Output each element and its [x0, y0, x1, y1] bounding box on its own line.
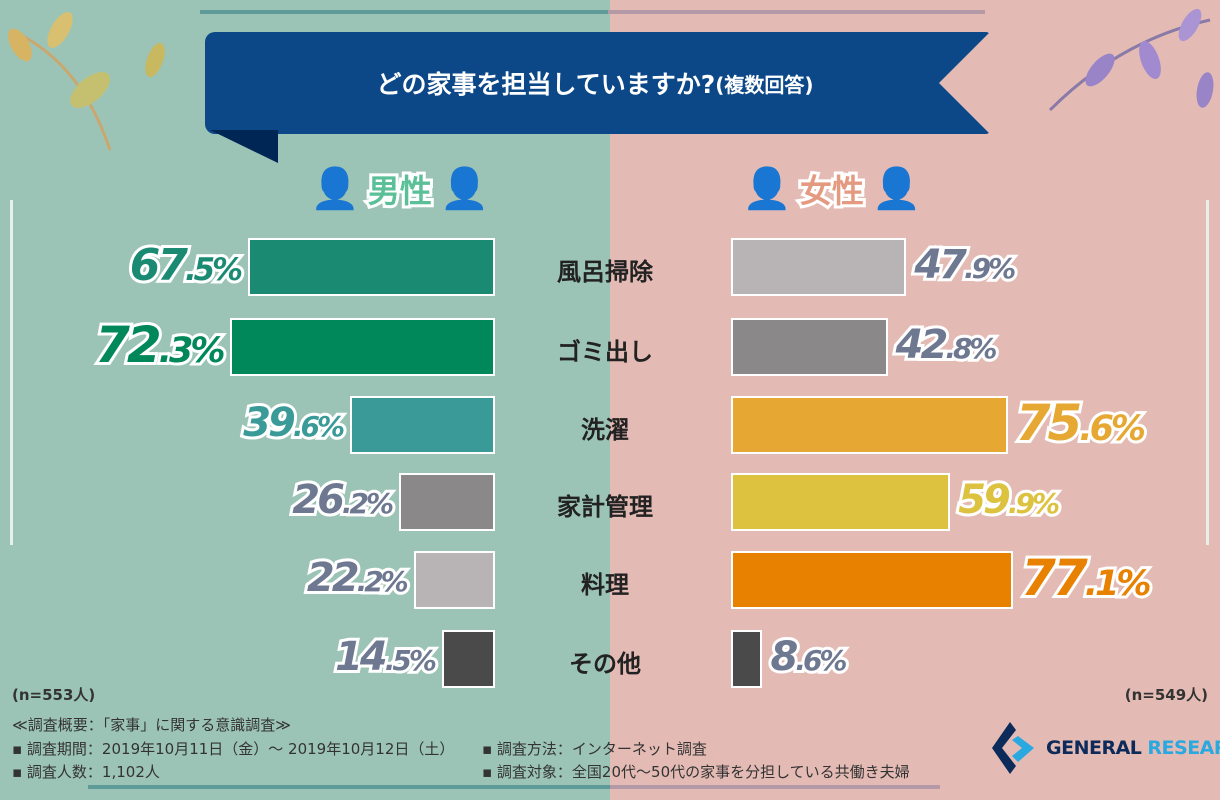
male-value-label: 26.2% — [289, 474, 397, 526]
female-bar — [731, 238, 907, 296]
male-label: 男性 — [365, 169, 435, 213]
female-value-label: 77.1% — [1018, 546, 1154, 610]
female-bar — [731, 630, 763, 688]
bottom-divider-right — [610, 785, 940, 789]
female-value-label: 42.8% — [893, 319, 1001, 371]
footer-period: ▪ 調査期間：2019年10月11日（金）～ 2019年10月12日（土） — [12, 740, 455, 758]
female-bar — [731, 551, 1014, 609]
female-label: 女性 — [797, 169, 867, 213]
female-bar — [731, 318, 888, 376]
general-research-logo: GENERALRESEARCH — [990, 722, 1220, 774]
female-value-label: 75.6% — [1013, 391, 1149, 455]
leaf-decoration-right — [1048, 8, 1214, 112]
male-header: 👤 男性 👤 — [310, 165, 490, 213]
male-value-label: 39.6% — [240, 397, 348, 449]
category-label: ゴミ出し — [557, 338, 653, 366]
male-bar — [399, 473, 495, 531]
female-header: 👤 女性 👤 — [742, 165, 922, 213]
female-value-label: 8.6% — [767, 631, 850, 683]
female-sample-size: (n=549人) — [1124, 686, 1208, 704]
leaf-decoration-left — [8, 12, 165, 151]
category-label: その他 — [569, 650, 641, 678]
male-bar — [441, 630, 495, 688]
logo-word-research: RESEARCH — [1147, 737, 1220, 759]
title-ribbon — [205, 32, 990, 134]
footer-heading: ≪調査概要：「家事」に関する意識調査≫ — [12, 716, 291, 734]
title-suffix: (複数回答) — [715, 72, 814, 97]
category-label: 料理 — [581, 571, 629, 599]
chart-title: どの家事を担当していますか? (複数回答) — [205, 32, 945, 134]
male-value-label: 67.5% — [127, 237, 246, 294]
left-bracket — [10, 200, 13, 545]
male-head-icon: 👤 — [310, 166, 360, 212]
female-head-icon: 👤 — [742, 166, 792, 212]
bottom-divider-left — [88, 785, 610, 789]
footer-count: ▪ 調査人数：1,102人 — [12, 763, 160, 781]
logo-word-general: GENERAL — [1046, 737, 1142, 759]
footer-method: ▪ 調査方法：インターネット調査 — [482, 740, 707, 758]
male-sample-size: (n=553人) — [12, 686, 96, 704]
male-value-label: 22.2% — [304, 552, 412, 604]
top-divider — [200, 10, 985, 14]
logo-mark-icon — [992, 722, 1034, 774]
female-bar — [731, 396, 1008, 454]
footer-target: ▪ 調査対象：全国20代～50代の家事を分担している共働き夫婦 — [482, 763, 910, 781]
category-label: 洗濯 — [581, 416, 629, 444]
female-value-label: 59.9% — [955, 474, 1063, 526]
male-value-label: 14.5% — [332, 631, 440, 683]
male-bar — [247, 238, 495, 296]
right-bracket — [1206, 200, 1209, 545]
male-head-icon: 👤 — [439, 166, 490, 212]
male-bar — [413, 551, 495, 609]
title-text: どの家事を担当していますか? — [376, 70, 716, 99]
female-value-label: 47.9% — [911, 239, 1019, 291]
category-label: 家計管理 — [557, 493, 653, 521]
male-bar — [230, 318, 495, 376]
female-bar — [731, 473, 951, 531]
male-bar — [350, 396, 495, 454]
male-value-label: 72.3% — [92, 313, 228, 377]
category-label: 風呂掃除 — [557, 258, 653, 286]
female-head-icon: 👤 — [871, 166, 922, 212]
